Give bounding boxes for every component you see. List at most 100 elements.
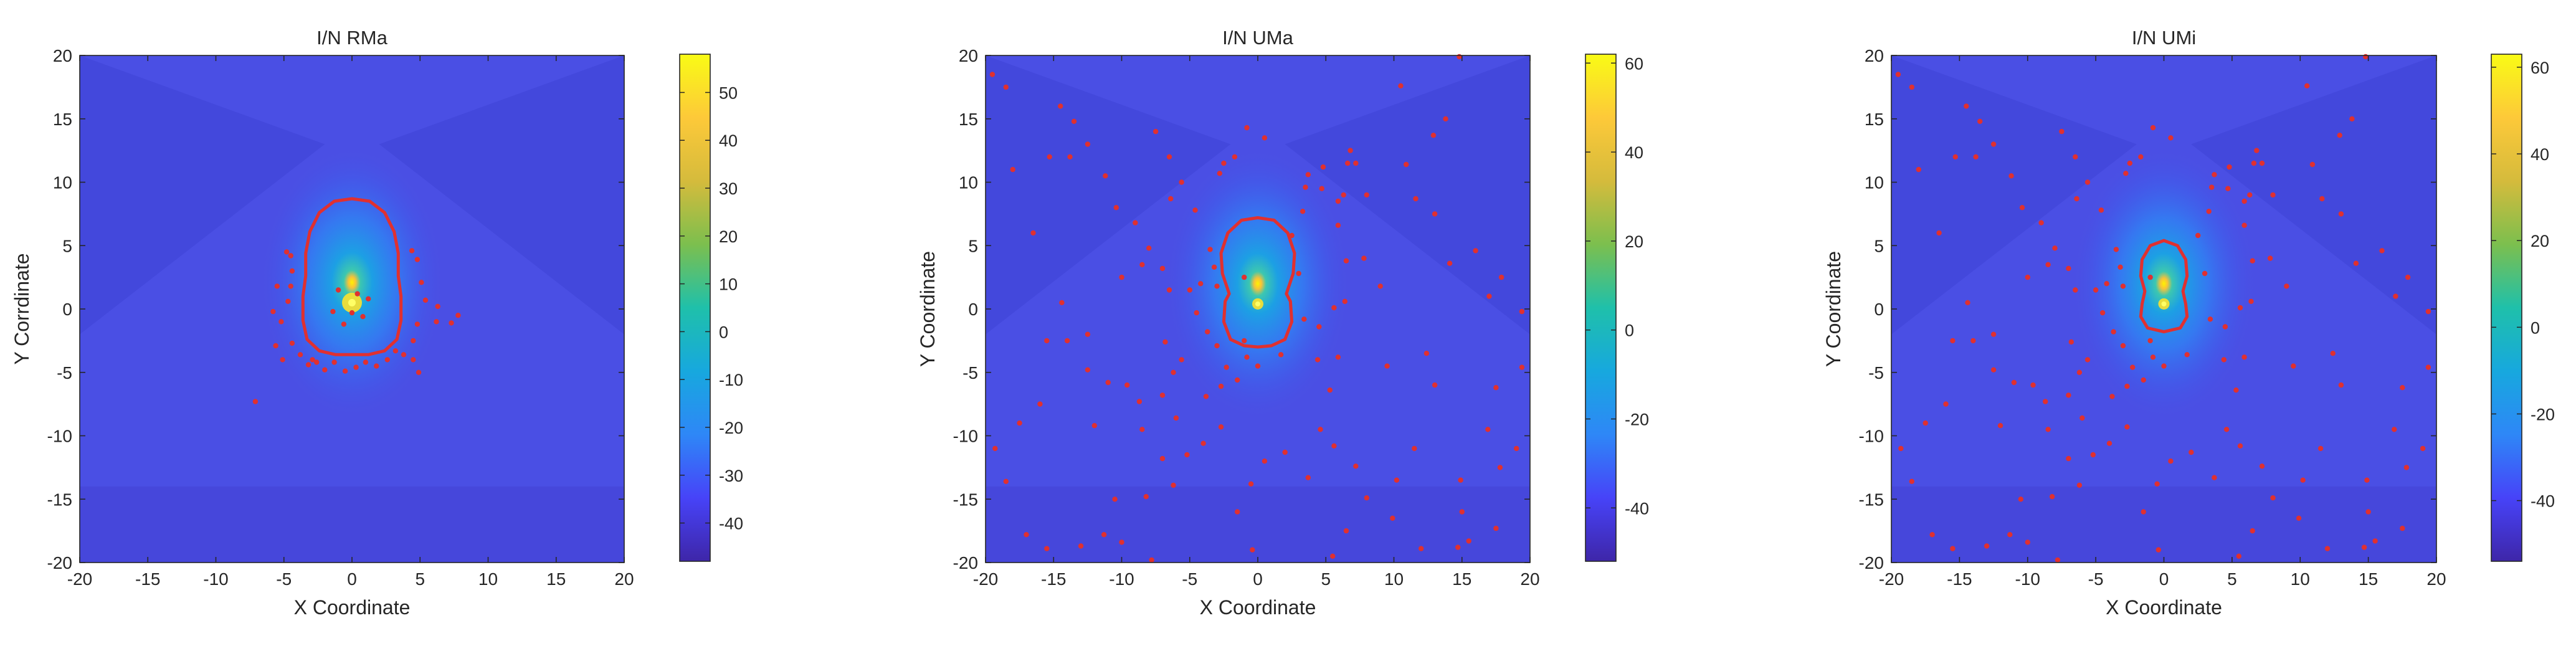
scatter-point-4 — [1010, 166, 1015, 173]
scatter-point-46 — [1044, 546, 1050, 551]
scatter-point-45 — [1984, 543, 1990, 549]
scatter-point-138 — [2147, 274, 2153, 280]
heatmap-field — [986, 55, 1530, 563]
scatter-point-35 — [2124, 383, 2130, 389]
y-tick-label: 20 — [53, 46, 72, 65]
scatter-point-33 — [2130, 364, 2136, 370]
scatter-point-7 — [278, 319, 284, 325]
y-tick-label: 0 — [1874, 300, 1884, 319]
scatter-point-115 — [2237, 305, 2243, 311]
scatter-point-10 — [1103, 173, 1108, 179]
y-tick-label: 0 — [62, 300, 72, 319]
y-tick-label: 10 — [959, 173, 978, 192]
x-tick-label: -20 — [973, 569, 998, 589]
colorbar-tick-label: 0 — [719, 323, 728, 341]
scatter-point-87 — [2353, 260, 2359, 266]
scatter-point-133 — [2141, 509, 2146, 515]
scatter-point-139 — [2079, 415, 2085, 421]
scatter-point-127 — [1432, 382, 1438, 388]
scatter-point-95 — [1514, 445, 1519, 452]
scatter-point-61 — [2059, 128, 2065, 135]
scatter-point-18 — [374, 363, 379, 369]
y-tick-label: 15 — [53, 110, 72, 129]
scatter-point-44 — [2007, 532, 2013, 538]
x-axis-label: X Coordinate — [294, 596, 411, 619]
scatter-point-69 — [1303, 184, 1308, 190]
y-axis-label: Y Corrdinate — [11, 253, 33, 364]
scatter-point-1 — [989, 72, 996, 77]
scatter-point-113 — [1316, 324, 1322, 330]
colorbar-tick-label: -40 — [719, 515, 743, 533]
scatter-point-106 — [1331, 443, 1337, 449]
scatter-point-92 — [2425, 364, 2431, 370]
scatter-point-109 — [2223, 427, 2230, 432]
scatter-point-15 — [2073, 287, 2078, 293]
scatter-point-35 — [1218, 383, 1224, 389]
scatter-point-88 — [1473, 248, 1478, 254]
scatter-point-43 — [1112, 497, 1118, 502]
scatter-point-95 — [2420, 445, 2426, 452]
scatter-point-112 — [2241, 354, 2247, 360]
scatter-point-130 — [2250, 528, 2255, 534]
scatter-point-12 — [2038, 220, 2044, 226]
colorbar-tick-label: -40 — [1625, 499, 1649, 518]
scatter-point-29 — [1211, 264, 1217, 270]
scatter-point-137 — [2025, 539, 2030, 545]
y-tick-label: 5 — [968, 236, 978, 255]
scatter-point-14 — [1159, 265, 1166, 272]
scatter-point-59 — [2150, 125, 2156, 131]
scatter-point-34 — [2141, 377, 2146, 383]
colorbar-tick-label: 40 — [719, 131, 738, 150]
scatter-point-89 — [2405, 274, 2411, 280]
scatter-point-2 — [1909, 84, 1914, 90]
scatter-point-106 — [2237, 443, 2243, 449]
y-tick-label: 15 — [1865, 110, 1884, 129]
scatter-point-102 — [2324, 546, 2331, 551]
scatter-point-118 — [2267, 255, 2273, 261]
scatter-point-62 — [2073, 154, 2078, 159]
scatter-point-84 — [2309, 161, 2316, 168]
x-tick-label: 0 — [2159, 569, 2169, 589]
scatter-point-22 — [2066, 392, 2071, 398]
colorbar-gradient — [679, 54, 711, 562]
heatmap-sector-right — [379, 55, 624, 335]
scatter-point-29 — [409, 248, 415, 254]
scatter-point-111 — [2221, 357, 2227, 363]
chart-panel-2: -20 -15 -10 -5 0 5 10 15 20 20 15 10 5 0 -5 -10 -15 -20 I/… — [916, 27, 1649, 619]
scatter-point-35 — [280, 357, 285, 363]
scatter-point-81 — [1457, 54, 1462, 60]
scatter-point-28 — [2104, 281, 2109, 287]
scatter-point-103 — [1390, 515, 1395, 521]
y-tick-label: -15 — [47, 490, 72, 509]
scatter-point-99 — [2400, 525, 2405, 531]
heatmap-sector-left — [1891, 55, 2137, 335]
colorbar-tick-label: 30 — [719, 179, 738, 198]
scatter-point-24 — [1179, 357, 1184, 363]
scatter-point-37 — [2124, 424, 2130, 430]
scatter-point-61 — [1153, 128, 1159, 135]
scatter-point-41 — [366, 296, 371, 302]
scatter-point-75 — [2247, 192, 2253, 198]
scatter-point-134 — [2154, 481, 2160, 487]
scatter-point-64 — [2098, 207, 2104, 213]
y-tick-label: -20 — [953, 553, 978, 573]
y-tick-label: 5 — [1874, 236, 1884, 255]
scatter-point-62 — [1166, 154, 1172, 159]
scatter-point-78 — [2259, 160, 2265, 166]
scatter-point-7 — [1977, 118, 1983, 124]
scatter-point-127 — [2338, 382, 2344, 388]
x-tick-label: 5 — [2227, 569, 2237, 589]
scatter-point-38 — [2106, 440, 2113, 446]
scatter-point-80 — [1398, 83, 1404, 88]
scatter-point-7 — [1071, 118, 1077, 124]
scatter-point-98 — [1459, 509, 1465, 515]
scatter-point-41 — [2076, 482, 2083, 488]
scatter-point-21 — [401, 352, 407, 358]
scatter-point-16 — [2045, 262, 2051, 267]
contour-line — [2139, 239, 2189, 334]
x-tick-label: 20 — [1520, 569, 1539, 589]
scatter-point-77 — [1345, 160, 1351, 166]
scatter-markers — [252, 248, 461, 404]
scatter-point-92 — [1519, 364, 1525, 370]
scatter-point-59 — [1244, 125, 1250, 131]
